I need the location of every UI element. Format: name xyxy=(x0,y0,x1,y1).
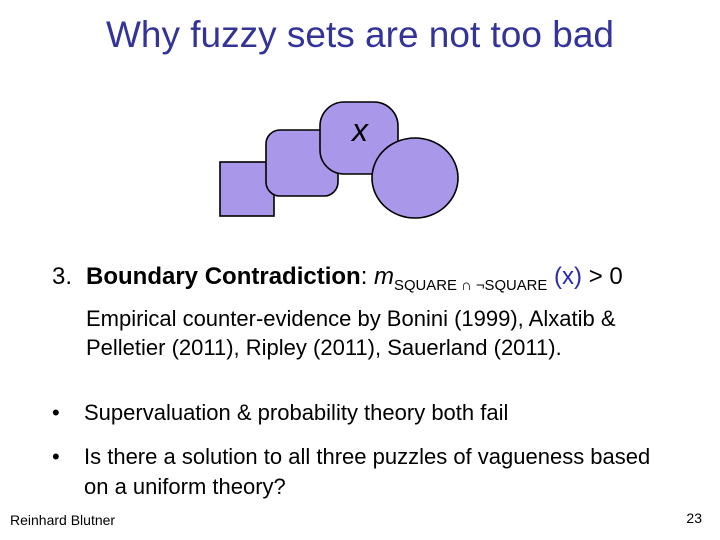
boundary-contradiction-line: Boundary Contradiction: mSQUARE ∩ ¬SQUAR… xyxy=(86,262,623,295)
bullet-dot-icon: • xyxy=(52,442,66,501)
intersection-neg: ∩ ¬ xyxy=(457,278,485,294)
point-3-number: 3. xyxy=(52,262,72,295)
diagram-shape-3 xyxy=(372,138,458,218)
shape-diagram: x xyxy=(200,100,480,230)
empirical-evidence: Empirical counter-evidence by Bonini (19… xyxy=(86,305,686,362)
bullet-1-text: Supervaluation & probability theory both… xyxy=(84,398,508,428)
bullet-2: • Is there a solution to all three puzzl… xyxy=(52,442,672,501)
footer-author: Reinhard Blutner xyxy=(10,512,115,528)
bullet-dot-icon: • xyxy=(52,398,66,428)
diagram-svg xyxy=(200,100,480,230)
m-symbol: m xyxy=(374,263,394,290)
footer-page-number: 23 xyxy=(686,510,702,526)
slide-title: Why fuzzy sets are not too bad xyxy=(0,14,720,56)
sub-square-2: SQUARE xyxy=(485,278,548,294)
paren-open: ( xyxy=(547,263,562,290)
gt-zero: > 0 xyxy=(582,263,623,290)
sub-square-1: SQUARE xyxy=(394,278,457,294)
boundary-word: Boundary xyxy=(86,263,198,290)
point-3: 3. Boundary Contradiction: mSQUARE ∩ ¬SQ… xyxy=(52,262,672,363)
bullet-2-text: Is there a solution to all three puzzles… xyxy=(84,442,672,501)
diagram-x-label: x xyxy=(352,112,368,149)
paren-close: ) xyxy=(574,263,582,290)
slide: Why fuzzy sets are not too bad x 3. Boun… xyxy=(0,0,720,540)
x-arg: x xyxy=(562,263,574,290)
contradiction-word: Contradiction xyxy=(205,263,361,290)
bullet-1: • Supervaluation & probability theory bo… xyxy=(52,398,672,428)
